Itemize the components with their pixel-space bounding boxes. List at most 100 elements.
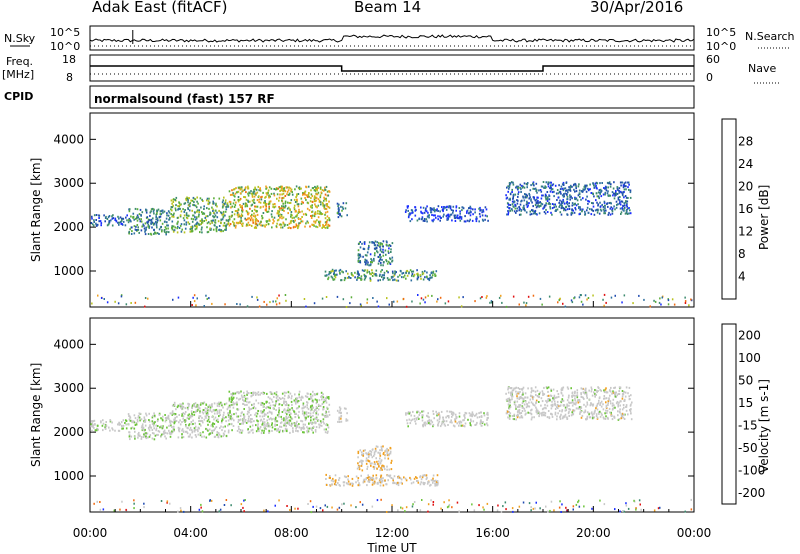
echo-cell — [171, 225, 174, 228]
echo-cell — [128, 230, 130, 233]
echo-cell — [244, 196, 247, 199]
echo-cell — [224, 201, 227, 204]
echo-cell — [259, 393, 261, 396]
echo-cell — [562, 386, 565, 389]
echo-cell — [594, 182, 597, 185]
echo-cell — [159, 219, 162, 222]
echo-cell — [257, 393, 260, 396]
echo-cell — [595, 192, 598, 195]
echo-cell — [516, 400, 519, 403]
echo-cell — [201, 212, 204, 215]
echo-cell — [597, 402, 600, 405]
echo-cell — [508, 405, 511, 408]
echo-cell — [314, 393, 316, 396]
echo-cell — [364, 449, 366, 452]
echo-cell — [455, 206, 458, 209]
echo-cell — [318, 222, 321, 225]
echo-cell — [177, 404, 179, 407]
echo-cell — [232, 425, 235, 427]
clutter-cell — [200, 506, 202, 509]
echo-cell — [274, 423, 276, 426]
echo-cell — [595, 415, 598, 417]
echo-cell — [148, 425, 151, 428]
echo-cell — [378, 275, 381, 277]
echo-cell — [437, 481, 439, 484]
colorbar-tick-label: 20 — [738, 180, 753, 194]
echo-cell — [128, 232, 130, 235]
echo-cell — [318, 399, 321, 402]
echo-cell — [284, 424, 287, 427]
echo-cell — [137, 416, 140, 419]
echo-cell — [526, 396, 529, 399]
echo-cell — [269, 219, 271, 222]
echo-cell — [289, 408, 291, 411]
echo-cell — [244, 420, 246, 423]
echo-cell — [527, 411, 529, 414]
echo-cell — [549, 205, 551, 208]
echo-cell — [462, 207, 465, 210]
echo-cell — [595, 393, 597, 396]
echo-cell — [245, 218, 247, 221]
echo-cell — [393, 482, 396, 485]
echo-cell — [283, 422, 286, 425]
echo-cell — [411, 209, 414, 212]
echo-cell — [460, 421, 463, 424]
echo-cell — [475, 423, 478, 426]
echo-cell — [524, 392, 527, 395]
echo-cell — [199, 432, 202, 435]
echo-cell — [426, 205, 428, 208]
echo-cell — [535, 206, 538, 209]
echo-cell — [329, 484, 331, 486]
echo-cell — [522, 185, 525, 188]
echo-cell — [278, 223, 281, 226]
echo-cell — [345, 202, 348, 205]
echo-cell — [519, 183, 522, 186]
echo-cell — [230, 422, 233, 425]
clutter-cell — [547, 510, 549, 513]
echo-cell — [405, 277, 407, 280]
echo-cell — [309, 393, 312, 396]
echo-cell — [304, 197, 306, 199]
echo-cell — [327, 225, 329, 228]
echo-cell — [551, 188, 554, 191]
echo-cell — [159, 213, 162, 216]
clutter-cell — [532, 507, 535, 510]
echo-cell — [542, 392, 544, 395]
echo-cell — [292, 226, 295, 229]
echo-cell — [285, 402, 288, 405]
echo-cell — [206, 407, 209, 410]
echo-cell — [587, 211, 590, 214]
echo-cell — [615, 391, 617, 394]
echo-cell — [621, 397, 624, 400]
echo-cell — [536, 389, 539, 392]
echo-cell — [431, 274, 434, 277]
echo-cell — [540, 190, 543, 193]
echo-cell — [366, 476, 369, 479]
echo-cell — [215, 426, 218, 429]
echo-cell — [112, 217, 115, 220]
echo-cell — [243, 408, 245, 410]
echo-cell — [528, 202, 530, 205]
echo-cell — [162, 415, 164, 418]
echo-cell — [544, 406, 546, 409]
echo-cell — [566, 203, 569, 206]
echo-cell — [623, 196, 625, 199]
echo-cell — [593, 213, 596, 216]
echo-cell — [239, 221, 241, 224]
echo-cell — [282, 430, 285, 432]
echo-cell — [172, 201, 175, 203]
echo-cell — [304, 423, 306, 426]
echo-cell — [288, 414, 291, 416]
echo-cell — [219, 211, 222, 214]
echo-cell — [280, 226, 282, 229]
y-tick-label: 3000 — [53, 176, 84, 190]
echo-cell — [316, 189, 318, 192]
echo-cell — [241, 429, 244, 432]
echo-cell — [176, 222, 178, 225]
echo-cell — [508, 407, 511, 410]
echo-cell — [553, 195, 555, 198]
echo-cell — [233, 224, 236, 227]
echo-cell — [541, 408, 544, 411]
echo-cell — [561, 399, 563, 402]
echo-cell — [532, 398, 534, 401]
